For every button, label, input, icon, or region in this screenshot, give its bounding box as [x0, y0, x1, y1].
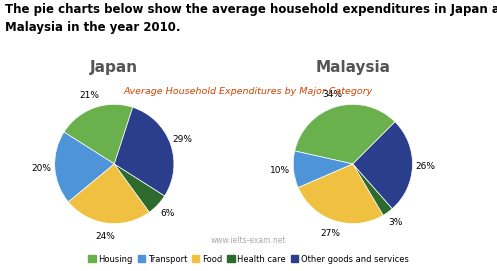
Text: www.ielts-exam.net: www.ielts-exam.net — [211, 236, 286, 245]
Text: 3%: 3% — [389, 218, 403, 227]
Wedge shape — [114, 164, 165, 212]
Text: The pie charts below show the average household expenditures in Japan and
Malays: The pie charts below show the average ho… — [5, 3, 497, 34]
Title: Malaysia: Malaysia — [316, 60, 390, 75]
Wedge shape — [295, 104, 395, 164]
Text: 10%: 10% — [270, 166, 291, 175]
Wedge shape — [298, 164, 383, 224]
Text: 27%: 27% — [321, 229, 340, 238]
Wedge shape — [353, 122, 413, 209]
Text: 29%: 29% — [173, 135, 193, 144]
Wedge shape — [353, 164, 392, 215]
Text: 24%: 24% — [95, 232, 115, 241]
Text: 21%: 21% — [80, 91, 100, 100]
Text: 26%: 26% — [415, 162, 435, 171]
Text: 6%: 6% — [160, 209, 174, 218]
Wedge shape — [293, 151, 353, 188]
Wedge shape — [64, 104, 133, 164]
Text: 20%: 20% — [32, 164, 52, 173]
Text: 34%: 34% — [323, 90, 342, 99]
Title: Japan: Japan — [90, 60, 138, 75]
Wedge shape — [69, 164, 150, 224]
Wedge shape — [114, 107, 174, 196]
Wedge shape — [55, 132, 114, 202]
Text: Average Household Expenditures by Major Category: Average Household Expenditures by Major … — [124, 87, 373, 96]
Legend: Housing, Transport, Food, Health care, Other goods and services: Housing, Transport, Food, Health care, O… — [85, 251, 412, 267]
